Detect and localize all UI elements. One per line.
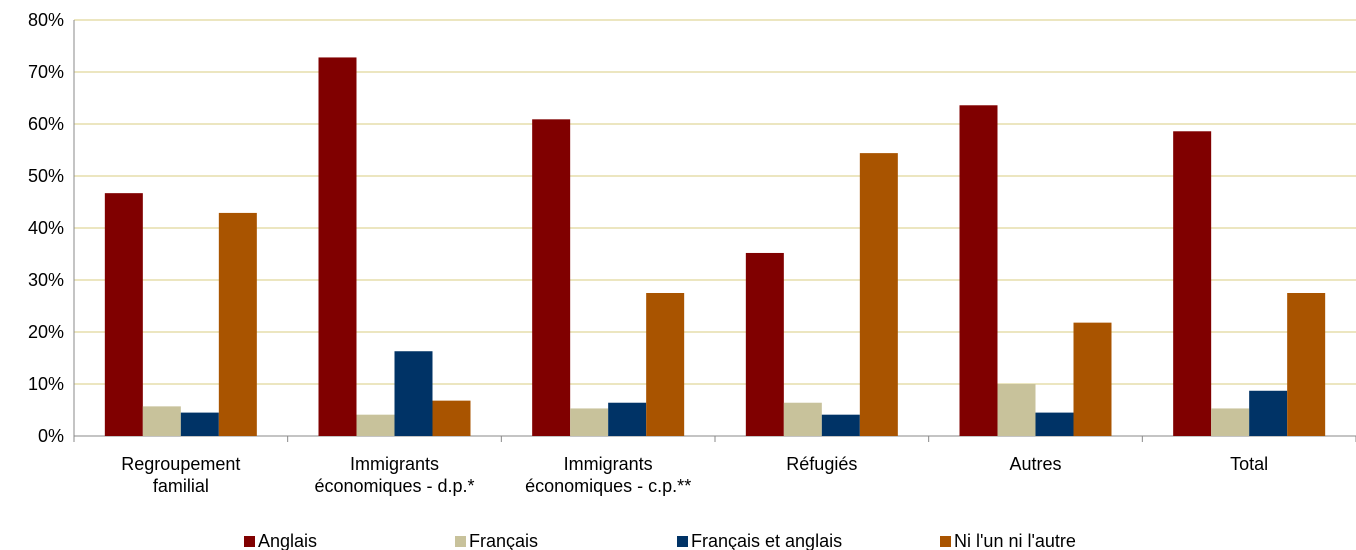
y-tick-label: 10%: [28, 374, 64, 394]
x-category-label: Autres: [1009, 454, 1061, 474]
bar: [745, 252, 784, 436]
bar: [821, 414, 860, 436]
bar: [1073, 322, 1112, 436]
bar: [1211, 408, 1250, 436]
x-category-label: Immigrants: [564, 454, 653, 474]
y-tick-label: 70%: [28, 62, 64, 82]
x-category-label: Total: [1230, 454, 1268, 474]
y-tick-label: 0%: [38, 426, 64, 446]
bar: [570, 408, 609, 436]
x-category-label: économiques - d.p.*: [314, 476, 474, 496]
bar: [180, 412, 219, 436]
bar: [532, 119, 571, 436]
bar: [318, 57, 357, 436]
y-tick-label: 40%: [28, 218, 64, 238]
bar: [394, 351, 433, 436]
bar: [1173, 131, 1212, 436]
bar: [432, 400, 471, 436]
bar: [1287, 293, 1326, 436]
bar: [997, 384, 1036, 436]
legend-swatch: [677, 536, 688, 547]
bar: [859, 153, 898, 436]
x-category-label: Immigrants: [350, 454, 439, 474]
bar: [1249, 390, 1288, 436]
bar: [142, 406, 181, 436]
x-category-label: Regroupement: [121, 454, 240, 474]
bar: [608, 402, 647, 436]
bar: [104, 193, 143, 436]
y-tick-label: 30%: [28, 270, 64, 290]
legend-swatch: [244, 536, 255, 547]
x-category-label: familial: [153, 476, 209, 496]
y-tick-label: 20%: [28, 322, 64, 342]
legend-swatch: [940, 536, 951, 547]
y-tick-label: 80%: [28, 10, 64, 30]
bar: [959, 105, 998, 436]
y-tick-label: 50%: [28, 166, 64, 186]
bar: [218, 212, 257, 436]
legend-swatch: [455, 536, 466, 547]
bar: [356, 414, 395, 436]
legend-label: Ni l'un ni l'autre: [954, 531, 1076, 550]
legend-label: Français: [469, 531, 538, 550]
legend-label: Français et anglais: [691, 531, 842, 550]
bar: [783, 402, 822, 436]
bar: [1035, 412, 1074, 436]
y-tick-label: 60%: [28, 114, 64, 134]
bar: [646, 293, 685, 436]
legend-label: Anglais: [258, 531, 317, 550]
x-category-label: économiques - c.p.**: [525, 476, 691, 496]
x-category-label: Réfugiés: [786, 454, 857, 474]
